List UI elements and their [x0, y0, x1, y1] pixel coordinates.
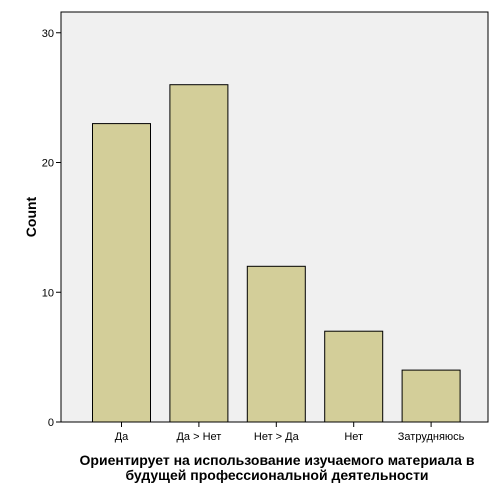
- x-tick-label-1: Да > Нет: [176, 431, 221, 443]
- bars-group: [92, 84, 461, 423]
- x-axis-title-line-2: будущей профессиональной деятельности: [125, 467, 428, 483]
- y-tick-label-3: 30: [42, 28, 54, 40]
- bar-4: [401, 369, 461, 423]
- x-tick-label-4: Затрудняюсь: [398, 431, 465, 443]
- bar-0: [92, 123, 151, 423]
- bar-1: [169, 84, 229, 423]
- x-tick-label-2: Нет > Да: [254, 431, 300, 443]
- y-tick-label-2: 20: [42, 158, 54, 170]
- x-tick-label-0: Да: [115, 431, 129, 443]
- y-axis-title: Count: [23, 196, 39, 237]
- x-axis-title-line-1: Ориентирует на использование изучаемого …: [80, 452, 475, 468]
- x-axis: Да Да > Нет Нет > Да Нет Затрудняюсь: [115, 422, 465, 443]
- bar-3: [324, 330, 384, 423]
- x-tick-label-3: Нет: [344, 431, 363, 443]
- y-tick-label-0: 0: [48, 417, 54, 429]
- y-axis: 0 10 20 30: [42, 12, 62, 429]
- bar-2: [246, 265, 306, 423]
- y-tick-label-1: 10: [42, 287, 54, 299]
